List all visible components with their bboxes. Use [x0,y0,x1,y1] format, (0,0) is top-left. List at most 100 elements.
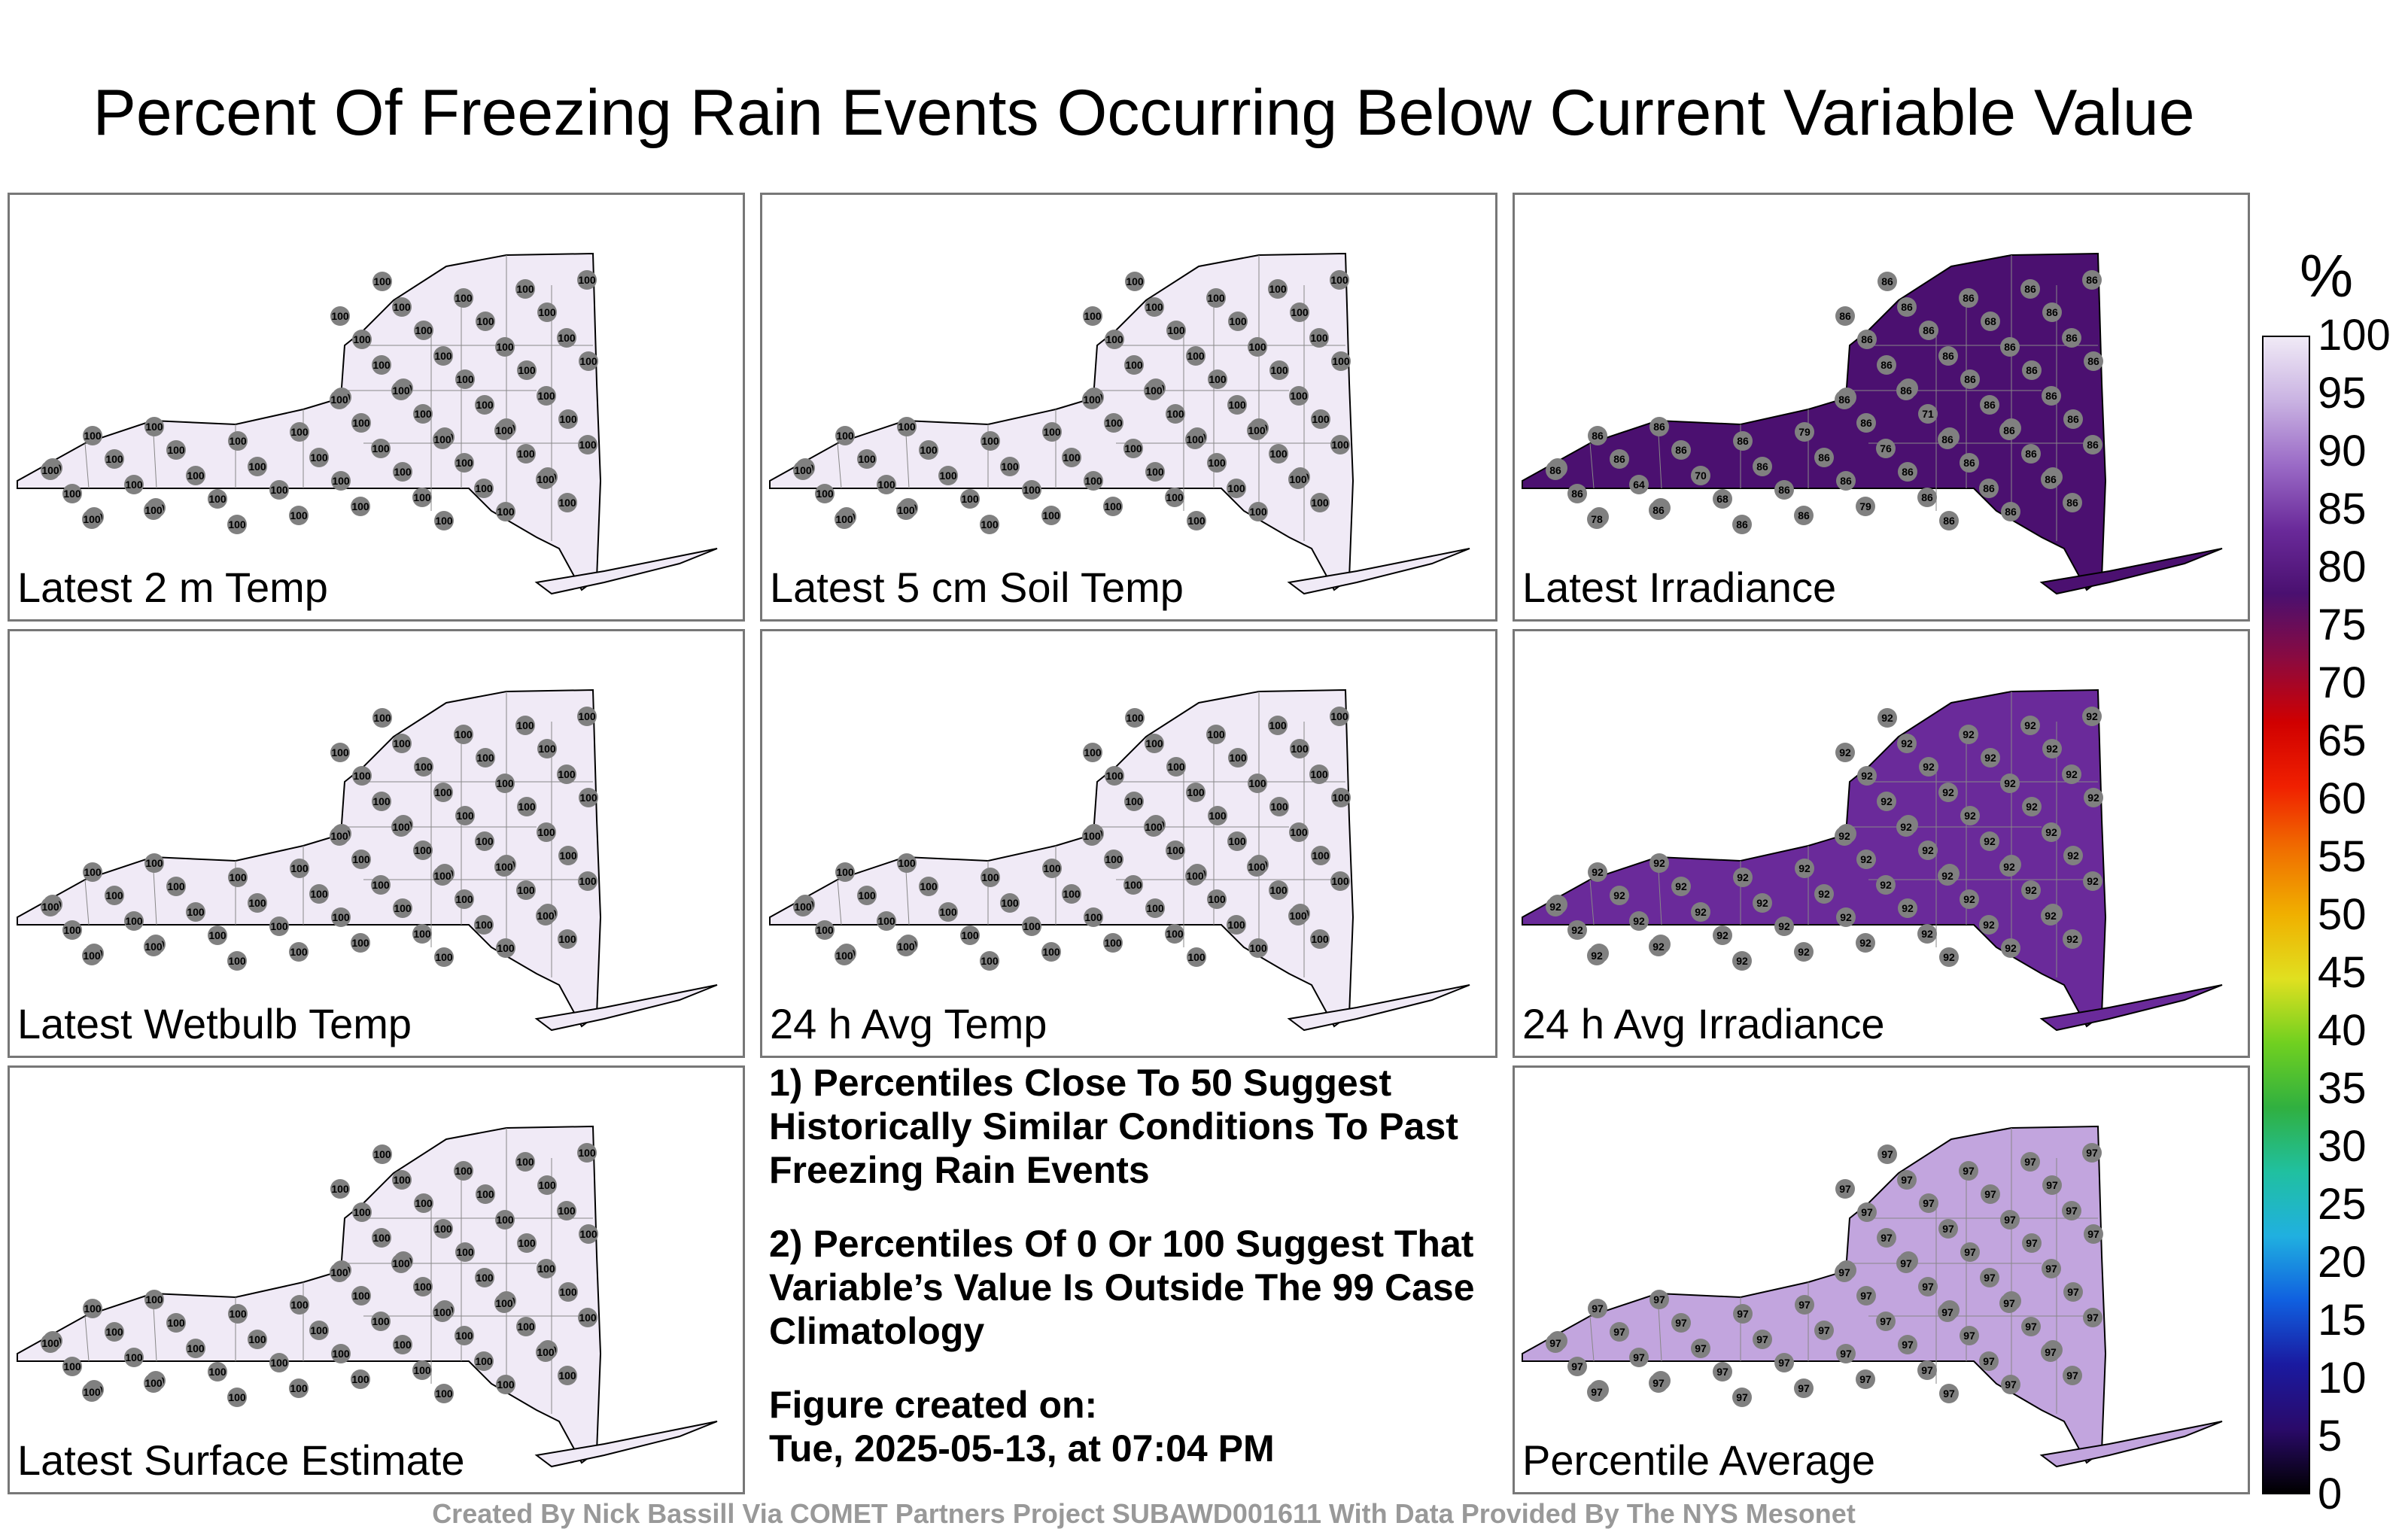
svg-text:86: 86 [1652,504,1665,516]
station-marker: 100 [1248,774,1267,793]
station-marker: 100 [414,757,433,777]
svg-text:97: 97 [2025,1321,2037,1333]
station-marker: 100 [919,877,938,896]
svg-text:100: 100 [331,746,349,758]
station-marker: 97 [2082,1143,2102,1163]
station-marker: 92 [1979,915,1999,935]
svg-text:97: 97 [1653,1293,1665,1306]
station-marker: 100 [495,337,515,357]
station-marker: 97 [1835,1179,1855,1199]
station-marker: 92 [1814,884,1834,904]
station-marker: 97 [1938,1302,1957,1322]
station-marker: 100 [1123,875,1143,895]
station-marker: 97 [1836,1344,1856,1363]
svg-text:100: 100 [496,341,514,353]
svg-text:100: 100 [290,946,308,958]
station-marker: 86 [1649,500,1668,520]
map-panel-2m-temp: 100 100 100 100 100 100 100 100 100 100 100 100 100 1… [8,193,745,622]
station-marker: 100 [433,783,453,802]
station-marker: 100 [1311,846,1330,865]
svg-text:100: 100 [1330,274,1348,286]
station-marker: 100 [1248,502,1268,521]
svg-text:100: 100 [1291,743,1309,755]
svg-text:97: 97 [2045,1346,2057,1358]
svg-text:100: 100 [538,743,556,755]
svg-text:92: 92 [2045,910,2057,922]
station-marker: 97 [1896,1254,1916,1273]
station-marker: 92 [2021,880,2041,900]
station-marker: 100 [1125,272,1145,291]
svg-text:86: 86 [1861,333,1873,345]
station-marker: 92 [1794,942,1814,962]
svg-text:100: 100 [1269,884,1288,896]
station-marker: 100 [517,360,537,380]
svg-text:97: 97 [1983,1355,1995,1367]
svg-text:100: 100 [1125,795,1143,807]
station-marker: 92 [1980,831,1999,851]
station-marker: 100 [578,871,597,891]
svg-text:100: 100 [794,464,812,476]
station-marker: 100 [896,937,916,956]
svg-text:86: 86 [2003,424,2015,436]
svg-text:86: 86 [2066,497,2078,509]
svg-text:92: 92 [1798,946,1810,958]
station-marker: 92 [1981,748,2000,768]
svg-text:100: 100 [496,1214,514,1226]
station-marker: 100 [371,1312,391,1331]
colorbar-tick-label: 35 [2318,1064,2367,1113]
station-marker: 97 [1960,1326,1979,1345]
svg-text:100: 100 [1167,324,1185,336]
svg-text:100: 100 [455,292,473,304]
station-marker: 100 [1105,766,1124,786]
station-marker: 100 [166,1313,186,1333]
station-marker: 100 [413,840,433,860]
svg-text:100: 100 [372,442,390,454]
station-marker: 100 [105,449,124,469]
station-marker: 100 [494,1293,514,1313]
svg-text:100: 100 [1084,911,1102,923]
svg-text:100: 100 [394,1339,412,1351]
station-marker: 92 [1877,792,1896,811]
svg-text:97: 97 [1613,1326,1625,1338]
station-marker: 100 [351,933,370,953]
svg-text:86: 86 [1798,509,1810,521]
svg-text:100: 100 [1332,792,1350,804]
svg-text:100: 100 [579,439,597,451]
station-marker: 100 [330,743,350,762]
station-marker: 100 [330,1179,350,1199]
svg-text:92: 92 [1695,906,1707,918]
svg-text:100: 100 [455,457,473,469]
svg-text:100: 100 [351,937,369,949]
svg-text:97: 97 [1591,1386,1603,1398]
svg-text:100: 100 [579,355,597,367]
svg-text:100: 100 [1209,810,1227,822]
svg-text:100: 100 [1289,910,1307,922]
svg-text:100: 100 [1187,350,1205,362]
station-marker: 100 [1187,947,1206,967]
station-marker: 100 [290,422,309,442]
station-marker: 92 [1649,853,1669,873]
station-marker: 100 [516,444,536,464]
station-marker: 86 [2063,493,2082,512]
svg-text:92: 92 [1571,924,1583,936]
svg-text:97: 97 [2024,1156,2036,1168]
svg-text:100: 100 [1105,770,1123,782]
station-marker: 92 [2063,929,2082,949]
svg-text:100: 100 [835,513,853,525]
station-marker: 100 [1207,889,1227,909]
svg-text:100: 100 [145,1293,163,1306]
station-marker: 100 [896,500,916,520]
svg-text:97: 97 [2004,1214,2016,1226]
station-marker: 100 [857,886,877,905]
station-marker: 100 [105,1322,124,1342]
station-marker: 100 [331,907,351,927]
station-marker: 100 [579,788,598,807]
station-marker: 100 [494,421,514,440]
svg-text:71: 71 [1922,408,1934,420]
county-line [837,879,842,926]
svg-text:86: 86 [1923,324,1935,336]
station-marker: 100 [372,1144,392,1164]
station-marker: 100 [1185,430,1205,449]
station-marker: 100 [208,489,227,509]
svg-text:100: 100 [393,1174,411,1186]
